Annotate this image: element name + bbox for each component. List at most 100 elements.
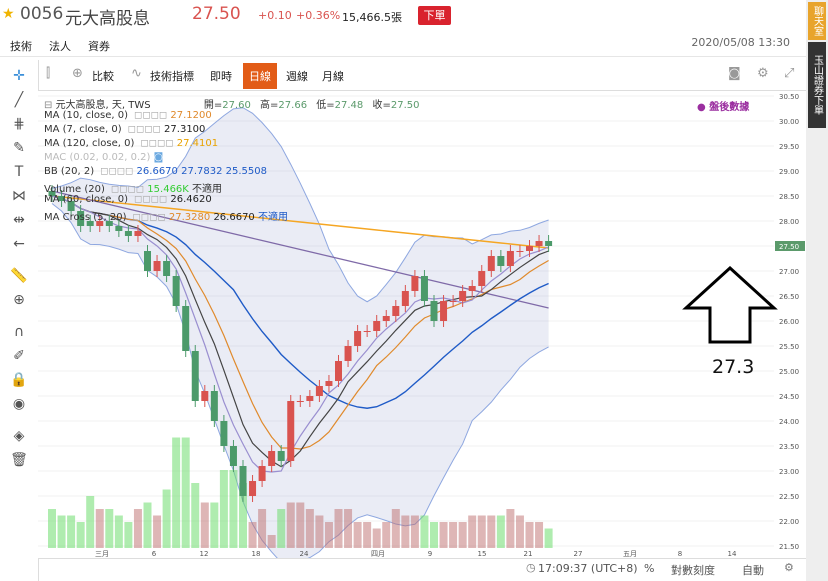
volume-bar: [239, 483, 247, 548]
price-tick-label: 24.50: [779, 393, 799, 401]
lock-icon[interactable]: 🔒: [10, 372, 28, 388]
legend-ohlc: ⊟ 元大高股息, 天, TWS 開=27.60 高=27.66 低=27.48 …: [44, 100, 420, 111]
text-icon[interactable]: T: [14, 164, 24, 180]
pattern-icon[interactable]: ⋈: [12, 188, 26, 204]
divider: [0, 56, 806, 57]
price-tick-label: 23.50: [779, 443, 799, 451]
auto-scale-toggle[interactable]: 自動: [742, 564, 764, 577]
plot-area: [38, 91, 774, 558]
price-tick-label: 30.50: [779, 93, 799, 101]
candle-type-icon[interactable]: ⫿: [46, 66, 51, 81]
volume-bar: [191, 483, 200, 548]
indicator-icon[interactable]: ∿: [131, 66, 142, 81]
weekly-tab[interactable]: 週線: [286, 70, 308, 83]
volume-bar: [229, 470, 238, 548]
compare-icon[interactable]: ⊕: [72, 66, 83, 81]
date-tick-label: 6: [152, 550, 157, 558]
last-price-tag: [775, 241, 805, 251]
candle-body: [163, 261, 171, 276]
price-tick-label: 23.00: [779, 468, 799, 476]
candle-body: [468, 286, 476, 291]
after-hours-note[interactable]: ● 盤後數據: [697, 102, 750, 113]
trend-line-icon[interactable]: ╱: [14, 92, 24, 108]
price-tick-label: 26.50: [779, 293, 799, 301]
price-tick-label: 25.50: [779, 343, 799, 351]
footer-time: 17:09:37 (UTC+8): [538, 562, 638, 575]
zoom-in-icon[interactable]: ⊕: [13, 292, 25, 308]
volume-bar: [477, 515, 486, 548]
daily-tab[interactable]: 日線: [243, 63, 277, 89]
ma10-line: [51, 195, 549, 450]
settings-gear-icon[interactable]: ⚙: [757, 66, 769, 81]
volume-bar: [401, 515, 410, 548]
order-button[interactable]: 下單: [418, 6, 451, 25]
volume-bar: [363, 522, 372, 548]
volume-bar: [391, 509, 400, 548]
ruler-icon[interactable]: 📏: [10, 268, 28, 284]
candle-body: [239, 466, 247, 496]
tab-technical[interactable]: 技術: [10, 40, 32, 53]
candle-body: [229, 446, 237, 466]
trash-icon[interactable]: 🗑: [10, 452, 28, 468]
footer-settings-icon[interactable]: ⚙: [784, 561, 794, 574]
volume-bar: [105, 509, 114, 548]
chart-toolbar: ⫿ ⊕ 比較 ∿ 技術指標 即時 日線 週線 月線 ◙ ⚙ ⤢: [38, 60, 806, 91]
legend-ma10: MA (10, close, 0) ◻◻◻◻ 27.1200: [44, 110, 212, 121]
fib-icon[interactable]: ⋕: [13, 116, 25, 132]
tab-institutional[interactable]: 法人: [49, 40, 71, 53]
volume-bar: [449, 522, 458, 548]
candle-body: [535, 241, 543, 246]
camera-icon[interactable]: ◙: [728, 66, 741, 81]
magnet-icon[interactable]: ∩: [13, 324, 25, 340]
measure-icon[interactable]: ⇹: [13, 212, 25, 228]
date-tick-label: 9: [428, 550, 432, 558]
crosshair-icon[interactable]: ✛: [13, 68, 25, 84]
price-change: +0.10: [258, 9, 292, 22]
price-chart[interactable]: 30.50 30.00 29.50 29.00 28.50 28.00 27.50 27.00…: [38, 91, 806, 558]
stock-price: 27.50: [192, 4, 241, 24]
candle-body: [335, 361, 342, 381]
compare-button[interactable]: 比較: [92, 70, 114, 83]
date-tick-label: 三月: [95, 550, 109, 558]
volume-bar: [487, 515, 496, 548]
price-change-pct: +0.36%: [296, 9, 341, 22]
stock-name: 元大高股息: [65, 9, 150, 29]
tab-margin[interactable]: 資券: [88, 40, 110, 53]
eye-icon[interactable]: ◉: [12, 396, 26, 412]
back-arrow-icon[interactable]: ←: [13, 236, 25, 252]
layers-icon[interactable]: ◈: [13, 428, 25, 444]
chat-button[interactable]: 聊天室: [808, 2, 826, 40]
percent-toggle[interactable]: %: [644, 562, 655, 575]
volume-bar: [200, 502, 209, 548]
price-tick-label: 22.50: [779, 493, 799, 501]
monthly-tab[interactable]: 月線: [322, 70, 344, 83]
volume-bar: [181, 437, 190, 548]
price-tick-label: 28.00: [779, 218, 799, 226]
candle-body: [401, 291, 409, 306]
realtime-tab[interactable]: 即時: [210, 70, 232, 83]
indicators-button[interactable]: 技術指標: [150, 70, 194, 83]
candle-body: [363, 331, 371, 332]
price-tick-label: 29.50: [779, 143, 799, 151]
broker-order-button[interactable]: 玉山證券下單: [808, 42, 826, 128]
volume-bar: [67, 515, 76, 548]
fullscreen-icon[interactable]: ⤢: [784, 66, 795, 81]
volume-bar: [143, 502, 152, 548]
volume-bar: [430, 522, 438, 548]
volume-bar: [124, 522, 133, 548]
mac-line: [51, 190, 549, 309]
pencil-lock-icon[interactable]: ✐: [13, 348, 25, 364]
candle-body: [249, 481, 257, 496]
volume-bar: [410, 515, 419, 548]
price-tick-label: 30.00: [779, 118, 799, 126]
favorite-star-icon[interactable]: ★: [2, 6, 15, 22]
candle-body: [306, 396, 314, 401]
volume-bar: [535, 522, 544, 548]
volume-bar: [248, 522, 257, 548]
log-scale-toggle[interactable]: 對數刻度: [671, 564, 715, 577]
brush-icon[interactable]: ✎: [13, 140, 25, 156]
candle-body: [201, 391, 209, 401]
candle-body: [144, 251, 151, 271]
volume-bar: [382, 522, 391, 548]
volume-bar: [515, 515, 524, 548]
